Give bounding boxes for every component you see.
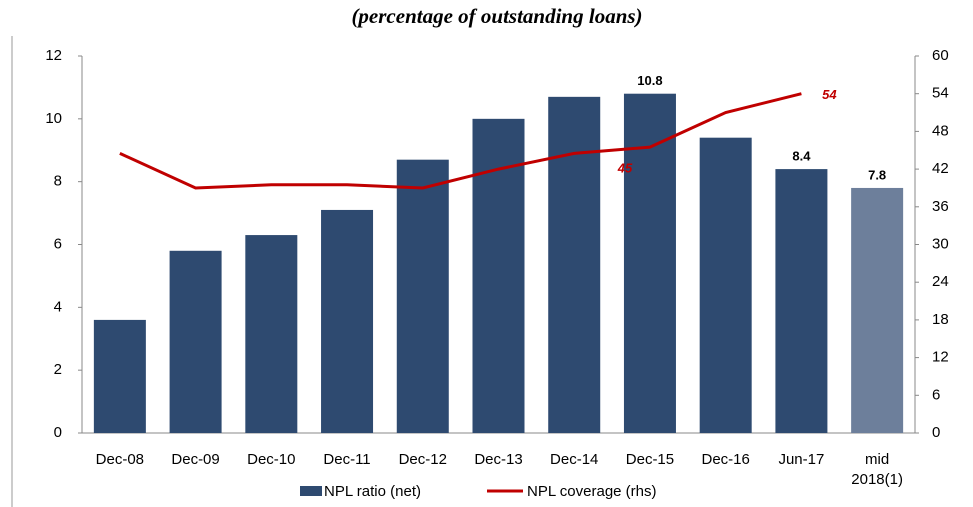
x-tick-label: mid 2018(1) — [851, 451, 903, 488]
data-label: 10.8 — [637, 73, 662, 88]
y-tick-label: 6 — [54, 235, 62, 252]
x-tick-label: Jun-17 — [778, 451, 825, 468]
y-tick-label: 2 — [54, 361, 62, 378]
y-tick-label: 12 — [45, 47, 62, 64]
x-tick-label: Dec-11 — [323, 451, 371, 468]
bar — [775, 169, 828, 433]
bar — [472, 118, 525, 433]
legend-label: NPL ratio (net) — [324, 483, 421, 500]
legend-swatch — [300, 486, 322, 496]
y2-tick-label: 0 — [932, 424, 940, 441]
data-label: 45 — [617, 161, 633, 176]
y-tick-label: 10 — [45, 110, 62, 127]
bar — [623, 93, 676, 433]
y2-tick-label: 12 — [932, 349, 949, 366]
bar — [245, 235, 298, 433]
y2-tick-label: 48 — [932, 122, 949, 139]
bar — [851, 187, 904, 433]
y-tick-label: 4 — [54, 298, 62, 315]
x-tick-label: Dec-14 — [550, 451, 599, 468]
x-tick-label: Dec-15 — [625, 451, 675, 468]
data-label: 8.4 — [792, 149, 811, 164]
x-tick-label: Dec-12 — [398, 451, 447, 468]
bar — [699, 137, 752, 433]
y2-tick-label: 18 — [932, 311, 949, 328]
x-tick-label: Dec-13 — [474, 451, 523, 468]
y2-tick-label: 60 — [932, 47, 949, 64]
y2-tick-label: 24 — [932, 273, 949, 290]
x-tick-label: Dec-16 — [701, 451, 750, 468]
y2-tick-label: 36 — [932, 198, 949, 215]
chart-title: (percentage of outstanding loans) — [351, 4, 642, 28]
bar — [93, 319, 146, 433]
y2-tick-label: 30 — [932, 235, 949, 252]
x-tick-label: Dec-08 — [95, 451, 145, 468]
x-tick-label: Dec-10 — [247, 451, 296, 468]
bar — [321, 209, 374, 433]
x-tick-label: Dec-09 — [171, 451, 220, 468]
bar — [548, 96, 601, 433]
legend-label: NPL coverage (rhs) — [527, 483, 657, 500]
bar — [169, 250, 222, 433]
y-tick-label: 8 — [54, 173, 62, 190]
y2-tick-label: 54 — [932, 85, 949, 102]
bar — [396, 159, 449, 434]
y-tick-label: 0 — [54, 424, 62, 441]
y2-tick-label: 6 — [932, 386, 940, 403]
data-label: 7.8 — [868, 167, 886, 182]
line — [119, 92, 802, 190]
data-label: 54 — [822, 87, 837, 102]
y2-tick-label: 42 — [932, 160, 949, 177]
